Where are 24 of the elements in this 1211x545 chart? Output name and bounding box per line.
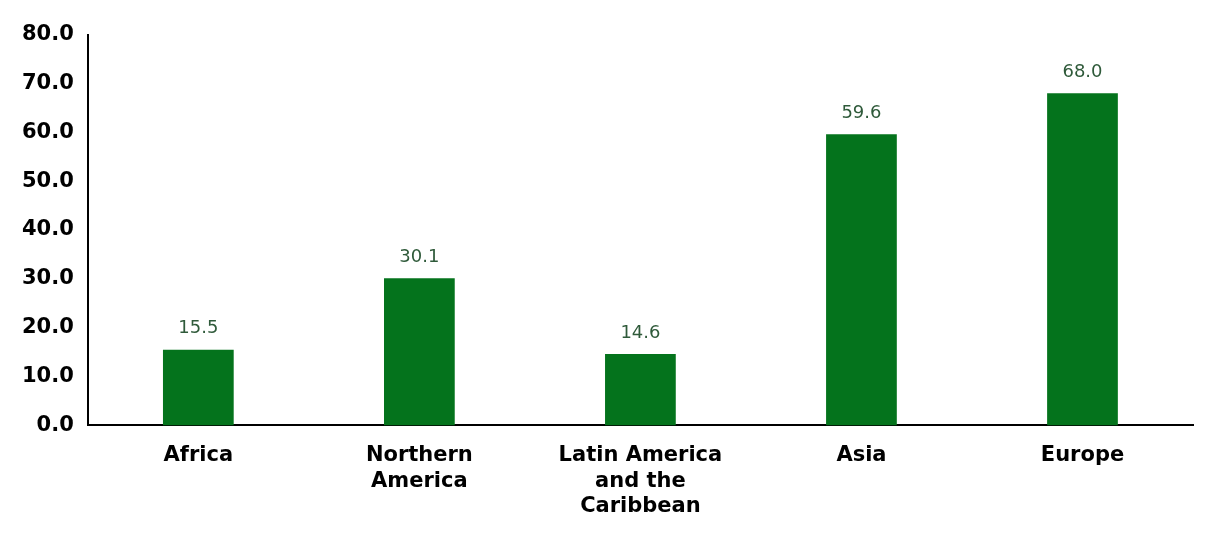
bar bbox=[384, 278, 455, 426]
bar bbox=[1047, 93, 1118, 426]
data-label: 59.6 bbox=[841, 100, 882, 122]
y-tick-label: 20.0 bbox=[21, 314, 74, 339]
x-tick-label: Asia bbox=[836, 442, 887, 467]
y-tick-label: 80.0 bbox=[21, 21, 74, 46]
y-tick-label: 50.0 bbox=[21, 167, 74, 192]
y-tick-label: 70.0 bbox=[21, 69, 74, 94]
y-tick-label: 30.0 bbox=[21, 265, 74, 290]
x-tick-label: Latin America and the Caribbean bbox=[558, 442, 723, 517]
x-tick-label: Europe bbox=[1040, 442, 1125, 467]
y-tick-label: 10.0 bbox=[21, 363, 74, 387]
data-label: 68.0 bbox=[1062, 59, 1103, 81]
bar bbox=[826, 134, 897, 426]
x-tick-label: Northern America bbox=[365, 442, 473, 492]
data-label: 15.5 bbox=[178, 316, 219, 338]
y-tick-label: 60.0 bbox=[21, 118, 74, 143]
bar bbox=[162, 349, 234, 426]
y-tick-label: 40.0 bbox=[21, 216, 74, 241]
data-label: 30.1 bbox=[399, 245, 440, 267]
data-label: 14.6 bbox=[620, 320, 661, 342]
x-tick-label: Africa bbox=[163, 442, 234, 467]
bar bbox=[605, 354, 676, 426]
y-tick-label: 0.0 bbox=[36, 411, 74, 436]
